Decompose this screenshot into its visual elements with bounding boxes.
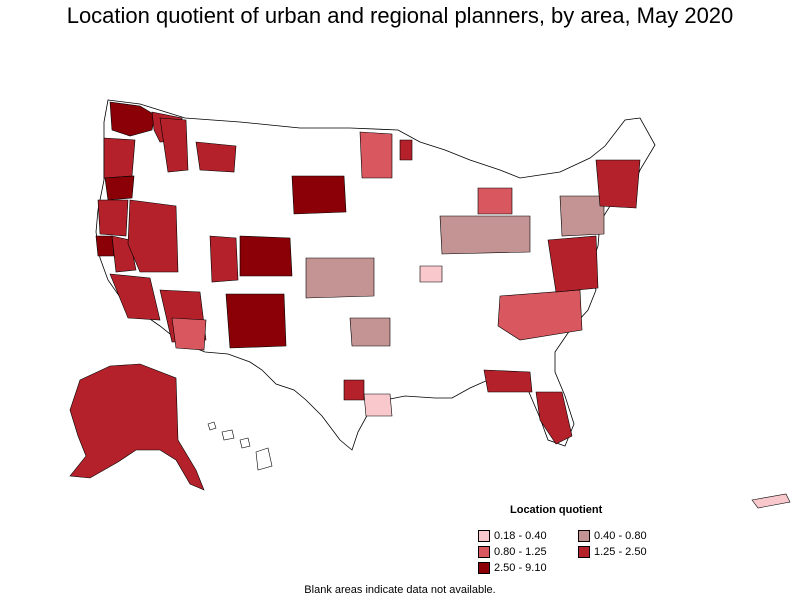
area-new-england [595,159,641,209]
area-puerto-rico [751,493,791,509]
area-idaho-north [159,117,189,173]
legend-item-4: 2.50 - 9.10 [478,562,547,576]
area-oregon-west [103,137,136,179]
footnote: Blank areas indicate data not available. [304,584,496,596]
legend-item-3: 1.25 - 2.50 [578,546,647,560]
area-arizona-south [171,317,207,351]
area-nevada [127,199,179,273]
area-new-mexico [225,293,287,349]
area-virginia [547,235,599,293]
area-colorado [239,235,293,277]
area-washington-west [109,101,156,137]
area-california-south [109,273,161,321]
hawaii-island-2 [221,429,235,441]
legend-item-1: 0.40 - 0.80 [578,530,647,544]
area-florida [535,391,573,445]
legend-swatch-0 [478,530,490,543]
area-oregon-central [104,175,135,201]
area-georgia-carolinas [497,289,583,341]
legend-label-1: 0.40 - 0.80 [594,530,647,543]
area-ohio-valley [439,215,531,255]
area-kansas [305,257,375,299]
area-gulf-coast [483,369,533,393]
area-california-north [97,199,129,237]
map-title: Location quotient of urban and regional … [66,3,734,28]
area-utah-colorado [209,235,239,283]
hawaii-island-1 [207,421,217,431]
area-texas-houston [363,393,393,417]
puerto-rico [751,493,791,509]
area-montana-west [195,141,237,173]
hawaii [207,421,273,471]
legend-label-3: 1.25 - 2.50 [594,546,647,559]
legend-swatch-4 [478,562,490,575]
legend-item-0: 0.18 - 0.40 [478,530,547,544]
area-oklahoma [349,317,391,347]
area-california-bay [95,235,115,257]
legend-label-4: 2.50 - 9.10 [494,562,547,575]
area-alaska [69,363,205,491]
legend-label-0: 0.18 - 0.40 [494,530,547,543]
us-choropleth-map [69,99,791,509]
legend-swatch-2 [478,546,490,559]
area-south-dakota [291,175,347,215]
alaska [69,363,205,491]
legend-label-2: 0.80 - 1.25 [494,546,547,559]
legend-title: Location quotient [510,504,603,516]
area-kentucky [419,265,443,283]
area-texas-central [343,379,365,401]
shaded-areas [95,101,641,445]
area-wisconsin [399,139,413,161]
hawaii-island-3 [239,437,251,449]
legend-swatch-3 [578,546,590,559]
area-michigan [477,187,513,215]
area-mid-atlantic [559,195,605,237]
legend-swatch-1 [578,530,590,543]
hawaii-island-4 [255,447,273,471]
area-minnesota [359,131,393,179]
legend-item-2: 0.80 - 1.25 [478,546,547,560]
